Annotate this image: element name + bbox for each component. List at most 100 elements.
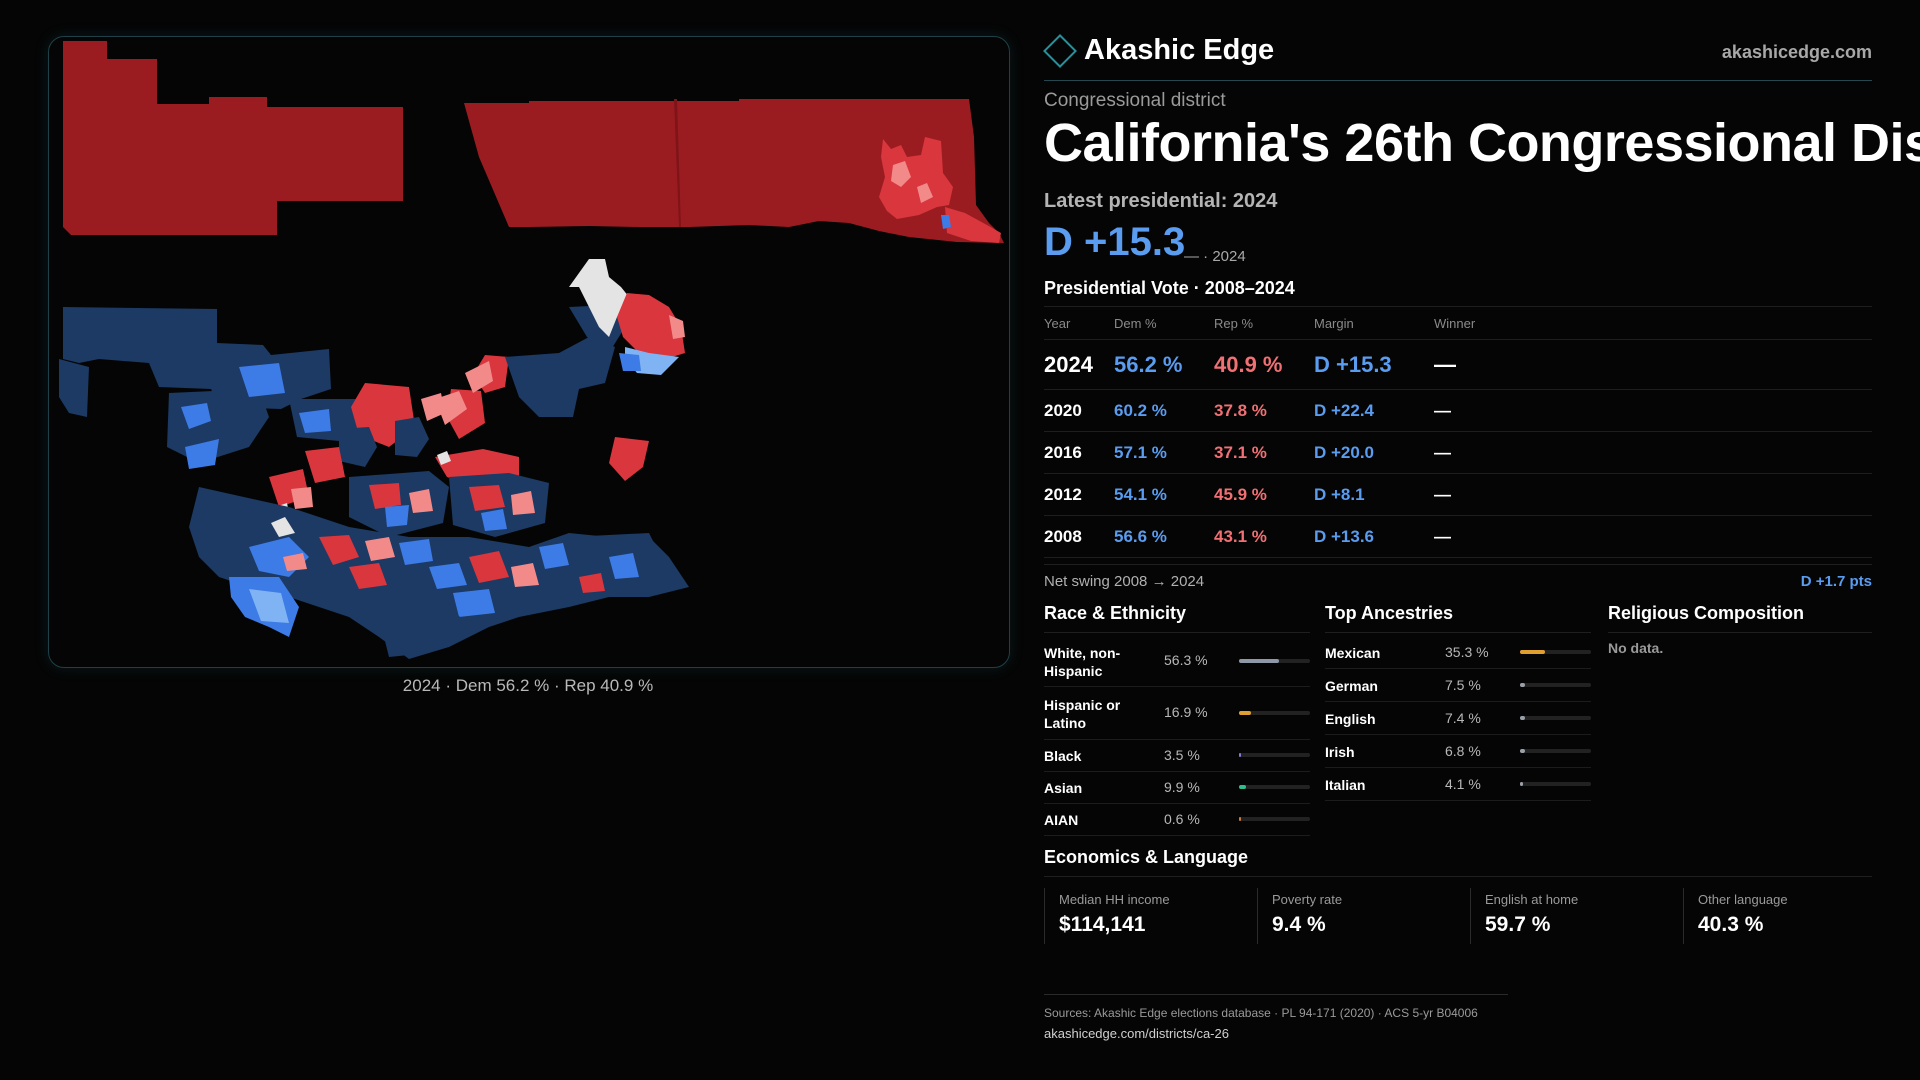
econ-other-language: Other language 40.3 % [1683,888,1883,944]
divider [1325,632,1591,633]
bar-fill [1520,782,1523,786]
row-year: 2012 [1044,473,1114,516]
row-winner: — [1434,515,1872,558]
item-label: White, non-Hispanic [1044,645,1121,679]
divider [1044,564,1872,565]
econ-label: Other language [1698,892,1788,907]
map-east-region [505,259,685,481]
race-heading: Race & Ethnicity [1044,603,1187,623]
col-dem: Dem % [1114,306,1214,340]
table-row: 2016 57.1 % 37.1 % D +20.0 — [1044,431,1872,474]
row-margin: D +13.6 [1314,515,1434,558]
econ-label: English at home [1485,892,1579,907]
list-item: English 7.4 % [1325,702,1591,735]
map-north-region [63,41,1004,243]
item-value: 4.1 % [1445,776,1481,792]
bar-track [1520,650,1591,654]
map-west-region [59,307,369,469]
bar-fill [1239,711,1251,715]
religion-empty: No data. [1608,640,1664,656]
bar-track [1520,782,1591,786]
ancestry-list: Mexican 35.3 % German 7.5 % English 7.4 … [1325,636,1591,801]
map-central-region [269,355,549,537]
district-type-label: Congressional district [1044,90,1226,111]
page-title: California's 26th Congressional District [1044,113,1920,173]
bar-fill [1520,650,1546,654]
item-value: 35.3 % [1445,644,1489,660]
latest-margin: D +15.3 [1044,220,1186,264]
row-dem: 57.1 % [1114,431,1214,474]
row-year: 2020 [1044,389,1114,432]
row-dem: 56.2 % [1114,339,1214,390]
row-rep: 37.1 % [1214,431,1314,474]
bar-fill [1520,683,1526,687]
bar-track [1520,683,1591,687]
econ-english-home: English at home 59.7 % [1470,888,1670,944]
item-value: 56.3 % [1164,652,1208,668]
bar-fill [1239,785,1247,789]
econ-value: 9.4 % [1272,913,1326,936]
bar-fill [1239,659,1279,663]
row-rep: 40.9 % [1214,339,1314,390]
bar-track [1239,753,1310,757]
list-item: Italian 4.1 % [1325,768,1591,801]
item-value: 3.5 % [1164,747,1200,763]
row-margin: D +20.0 [1314,431,1434,474]
footer-sources: Sources: Akashic Edge elections database… [1044,1006,1478,1020]
row-margin: D +8.1 [1314,473,1434,516]
divider [1044,876,1872,877]
brand[interactable]: Akashic Edge [1043,33,1274,68]
divider [1044,632,1310,633]
map-basin-region [189,487,689,659]
row-winner: — [1434,473,1872,516]
presidential-heading: Presidential Vote · 2008–2024 [1044,278,1295,298]
bar-fill [1520,716,1526,720]
list-item: Mexican 35.3 % [1325,636,1591,669]
divider [1608,632,1872,633]
row-rep: 45.9 % [1214,473,1314,516]
item-value: 6.8 % [1445,743,1481,759]
row-year: 2024 [1044,339,1114,390]
bar-track [1520,716,1591,720]
precinct-map[interactable] [49,37,1009,667]
row-winner: — [1434,431,1872,474]
item-label: German [1325,678,1378,694]
item-value: 7.4 % [1445,710,1481,726]
econ-poverty-rate: Poverty rate 9.4 % [1257,888,1457,944]
list-item: Irish 6.8 % [1325,735,1591,768]
district-map[interactable] [48,36,1010,668]
footer-url[interactable]: akashicedge.com/districts/ca-26 [1044,1026,1229,1041]
bar-track [1239,817,1310,821]
presidential-table: Year Dem % Rep % Margin Winner 2024 56.2… [1044,306,1872,558]
ancestry-heading: Top Ancestries [1325,603,1454,623]
net-swing-value: D +1.7 pts [1800,573,1872,590]
econ-value: 40.3 % [1698,913,1764,936]
site-header: Akashic Edge akashicedge.com [1043,28,1872,81]
latest-margin-sub: — · 2024 [1184,248,1246,265]
row-dem: 54.1 % [1114,473,1214,516]
table-row: 2020 60.2 % 37.8 % D +22.4 — [1044,389,1872,432]
table-row: 2008 56.6 % 43.1 % D +13.6 — [1044,515,1872,558]
row-dem: 60.2 % [1114,389,1214,432]
economics-heading: Economics & Language [1044,847,1249,867]
econ-median-income: Median HH income $114,141 [1044,888,1244,944]
row-dem: 56.6 % [1114,515,1214,558]
bar-track [1520,749,1591,753]
diamond-logo-icon [1043,33,1077,68]
item-value: 9.9 % [1164,779,1200,795]
bar-track [1239,785,1310,789]
col-year: Year [1044,306,1114,340]
map-caption: 2024 · Dem 56.2 % · Rep 40.9 % [402,676,654,695]
race-list: White, non-Hispanic 56.3 % Hispanic or L… [1044,636,1310,836]
list-item: German 7.5 % [1325,669,1591,702]
item-label: Black [1044,748,1082,764]
bar-track [1239,659,1310,663]
site-link[interactable]: akashicedge.com [1721,42,1872,62]
list-item: Hispanic or Latino 16.9 % [1044,687,1310,740]
item-value: 7.5 % [1445,677,1481,693]
latest-presidential-label: Latest presidential: 2024 [1044,190,1278,212]
list-item: AIAN 0.6 % [1044,804,1310,836]
econ-value: $114,141 [1059,913,1146,936]
table-row: 2012 54.1 % 45.9 % D +8.1 — [1044,473,1872,516]
table-header-row: Year Dem % Rep % Margin Winner [1044,306,1872,340]
